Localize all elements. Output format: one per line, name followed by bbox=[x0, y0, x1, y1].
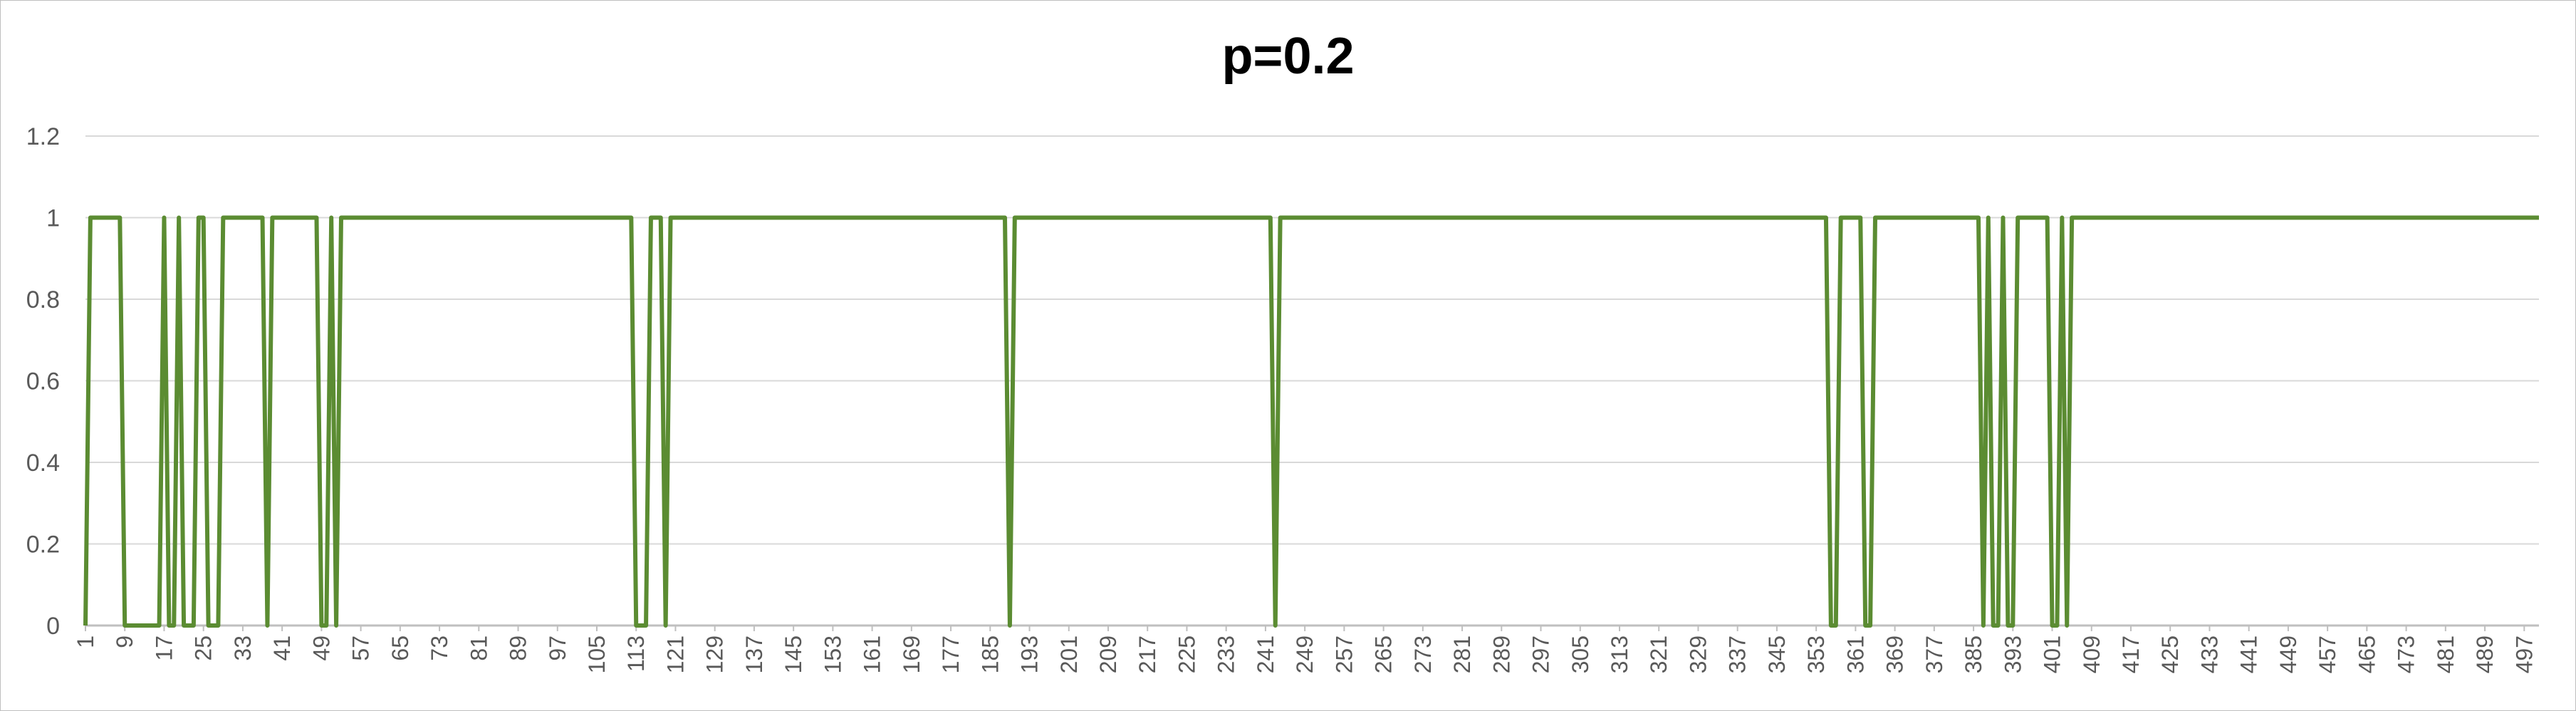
x-tick-label: 161 bbox=[860, 635, 885, 673]
x-tick-label: 201 bbox=[1056, 635, 1082, 673]
x-tick-label: 401 bbox=[2040, 635, 2065, 673]
x-tick-label: 489 bbox=[2472, 635, 2498, 673]
x-tick-label: 281 bbox=[1449, 635, 1475, 673]
x-tick-label: 393 bbox=[2000, 635, 2025, 673]
x-tick-label: 185 bbox=[977, 635, 1003, 673]
y-tick-label: 0.6 bbox=[26, 368, 60, 395]
x-tick-label: 361 bbox=[1842, 635, 1868, 673]
x-tick-label: 145 bbox=[781, 635, 806, 673]
series-line bbox=[83, 215, 2539, 628]
x-tick-label: 313 bbox=[1607, 635, 1632, 673]
x-tick-label: 81 bbox=[466, 635, 491, 661]
x-tick-label: 193 bbox=[1017, 635, 1043, 673]
y-tick-label: 1 bbox=[46, 205, 60, 232]
x-tick-label: 49 bbox=[308, 635, 334, 661]
x-tick-label: 177 bbox=[938, 635, 964, 673]
x-tick-label: 409 bbox=[2079, 635, 2105, 673]
x-tick-label: 97 bbox=[545, 635, 570, 661]
chart-title: p=0.2 bbox=[1221, 28, 1355, 85]
x-tick-label: 257 bbox=[1331, 635, 1357, 673]
y-tick-label: 0.2 bbox=[26, 531, 60, 559]
x-tick-label: 225 bbox=[1174, 635, 1199, 673]
x-tick-label: 337 bbox=[1725, 635, 1751, 673]
x-tick-label: 457 bbox=[2315, 635, 2340, 673]
x-tick-label: 217 bbox=[1135, 635, 1160, 673]
x-tick-label: 33 bbox=[230, 635, 256, 661]
x-tick-label: 377 bbox=[1921, 635, 1947, 673]
x-tick-label: 169 bbox=[899, 635, 924, 673]
x-tick-label: 433 bbox=[2196, 635, 2222, 673]
x-tick-label: 417 bbox=[2118, 635, 2144, 673]
x-tick-label: 481 bbox=[2433, 635, 2458, 673]
x-tick-label: 473 bbox=[2394, 635, 2419, 673]
x-tick-label: 249 bbox=[1292, 635, 1318, 673]
x-tick-label: 25 bbox=[191, 635, 217, 661]
y-tick-label: 1.2 bbox=[26, 123, 60, 150]
x-tick-label: 73 bbox=[427, 635, 452, 661]
x-tick-label: 385 bbox=[1961, 635, 1986, 673]
x-tick-label: 65 bbox=[387, 635, 413, 661]
x-tick-label: 497 bbox=[2511, 635, 2537, 673]
x-tick-label: 241 bbox=[1253, 635, 1278, 673]
x-tick-label: 369 bbox=[1882, 635, 1908, 673]
x-tick-label: 329 bbox=[1685, 635, 1711, 673]
x-tick-label: 113 bbox=[623, 635, 649, 672]
x-tick-label: 153 bbox=[820, 635, 845, 673]
x-tick-label: 441 bbox=[2236, 635, 2262, 673]
x-tick-label: 233 bbox=[1214, 635, 1239, 673]
x-tick-label: 129 bbox=[702, 635, 728, 673]
y-tick-label: 0 bbox=[46, 613, 60, 640]
x-tick-label: 105 bbox=[584, 635, 610, 673]
x-tick-label: 17 bbox=[151, 635, 177, 661]
x-tick-label: 265 bbox=[1371, 635, 1397, 673]
x-tick-label: 9 bbox=[112, 635, 137, 648]
y-tick-label: 0.8 bbox=[26, 286, 60, 313]
x-tick-label: 345 bbox=[1764, 635, 1790, 673]
gridlines bbox=[85, 135, 2539, 627]
x-tick-label: 353 bbox=[1803, 635, 1829, 673]
y-axis-ticks: 0 0.2 0.4 0.6 0.8 1 1.2 bbox=[26, 123, 60, 640]
x-tick-label: 289 bbox=[1488, 635, 1514, 673]
x-tick-label: 41 bbox=[269, 635, 295, 661]
x-tick-label: 425 bbox=[2157, 635, 2183, 673]
x-axis-ticks: 1 9 17 25 33 41 49 57 65 73 81 89 97 105 113 121 129 137 1… bbox=[73, 626, 2537, 673]
x-tick-label: 305 bbox=[1568, 635, 1593, 673]
x-tick-label: 449 bbox=[2275, 635, 2301, 673]
x-tick-label: 1 bbox=[73, 635, 98, 648]
x-tick-label: 57 bbox=[348, 635, 374, 661]
x-tick-label: 321 bbox=[1646, 635, 1672, 673]
x-tick-label: 465 bbox=[2354, 635, 2379, 673]
x-tick-label: 273 bbox=[1410, 635, 1436, 673]
x-tick-label: 137 bbox=[741, 635, 767, 673]
x-tick-label: 297 bbox=[1528, 635, 1554, 673]
y-tick-label: 0.4 bbox=[26, 450, 60, 477]
x-tick-label: 89 bbox=[506, 635, 531, 661]
x-tick-label: 209 bbox=[1095, 635, 1121, 673]
x-tick-label: 121 bbox=[662, 635, 688, 673]
